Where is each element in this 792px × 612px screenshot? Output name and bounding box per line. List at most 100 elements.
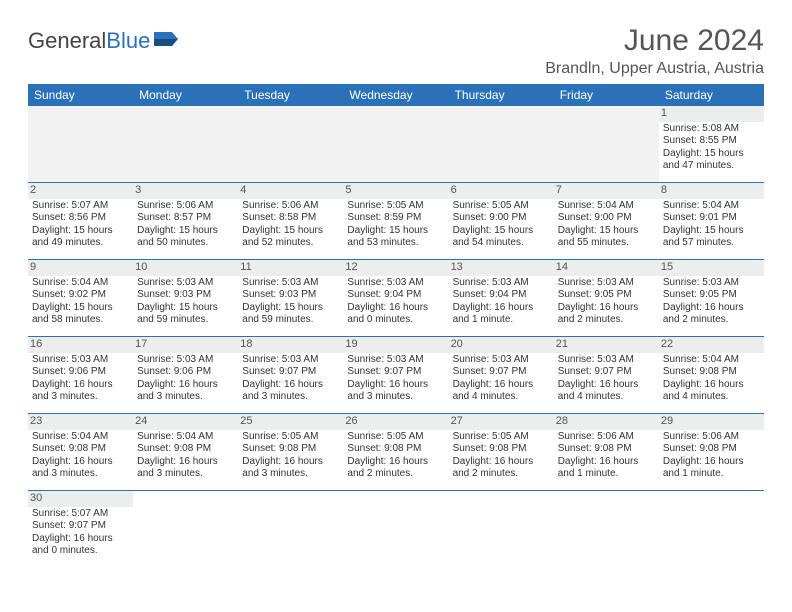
sunset-text: Sunset: 9:08 PM: [347, 443, 444, 456]
sunset-text: Sunset: 9:07 PM: [347, 366, 444, 379]
sunset-text: Sunset: 8:56 PM: [32, 212, 129, 225]
sunset-text: Sunset: 9:07 PM: [32, 520, 129, 533]
calendar-cell: 17Sunrise: 5:03 AMSunset: 9:06 PMDayligh…: [133, 337, 238, 414]
calendar-cell: 2Sunrise: 5:07 AMSunset: 8:56 PMDaylight…: [28, 183, 133, 260]
header: GeneralBlue June 2024 Brandln, Upper Aus…: [28, 24, 764, 78]
sunset-text: Sunset: 9:02 PM: [32, 289, 129, 302]
day-number: 1: [659, 106, 764, 122]
day-number: 29: [659, 414, 764, 430]
sunset-text: Sunset: 9:06 PM: [137, 366, 234, 379]
calendar-cell: [554, 491, 659, 568]
sunrise-text: Sunrise: 5:06 AM: [558, 431, 655, 444]
calendar-cell: [554, 106, 659, 183]
calendar-cell: 27Sunrise: 5:05 AMSunset: 9:08 PMDayligh…: [449, 414, 554, 491]
calendar-cell: 7Sunrise: 5:04 AMSunset: 9:00 PMDaylight…: [554, 183, 659, 260]
calendar-table: Sunday Monday Tuesday Wednesday Thursday…: [28, 84, 764, 567]
calendar-cell: 28Sunrise: 5:06 AMSunset: 9:08 PMDayligh…: [554, 414, 659, 491]
day-number: 18: [238, 337, 343, 353]
calendar-cell: [28, 106, 133, 183]
calendar-cell: 29Sunrise: 5:06 AMSunset: 9:08 PMDayligh…: [659, 414, 764, 491]
sunrise-text: Sunrise: 5:07 AM: [32, 200, 129, 213]
calendar-cell: 18Sunrise: 5:03 AMSunset: 9:07 PMDayligh…: [238, 337, 343, 414]
calendar-row: 30Sunrise: 5:07 AMSunset: 9:07 PMDayligh…: [28, 491, 764, 568]
calendar-cell: [133, 106, 238, 183]
daylight-text: Daylight: 16 hours and 3 minutes.: [242, 379, 339, 404]
sunrise-text: Sunrise: 5:07 AM: [32, 508, 129, 521]
calendar-row: 2Sunrise: 5:07 AMSunset: 8:56 PMDaylight…: [28, 183, 764, 260]
sunset-text: Sunset: 9:03 PM: [137, 289, 234, 302]
month-title: June 2024: [545, 24, 764, 58]
sunset-text: Sunset: 9:08 PM: [32, 443, 129, 456]
calendar-cell: 21Sunrise: 5:03 AMSunset: 9:07 PMDayligh…: [554, 337, 659, 414]
calendar-cell: 24Sunrise: 5:04 AMSunset: 9:08 PMDayligh…: [133, 414, 238, 491]
weekday-header: Sunday: [28, 84, 133, 106]
calendar-cell: 12Sunrise: 5:03 AMSunset: 9:04 PMDayligh…: [343, 260, 448, 337]
sunset-text: Sunset: 8:59 PM: [347, 212, 444, 225]
calendar-cell: 20Sunrise: 5:03 AMSunset: 9:07 PMDayligh…: [449, 337, 554, 414]
calendar-cell: [238, 491, 343, 568]
sunrise-text: Sunrise: 5:03 AM: [453, 277, 550, 290]
sunrise-text: Sunrise: 5:04 AM: [663, 200, 760, 213]
sunrise-text: Sunrise: 5:03 AM: [558, 277, 655, 290]
calendar-cell: 16Sunrise: 5:03 AMSunset: 9:06 PMDayligh…: [28, 337, 133, 414]
title-block: June 2024 Brandln, Upper Austria, Austri…: [545, 24, 764, 78]
sunset-text: Sunset: 9:08 PM: [558, 443, 655, 456]
calendar-cell: [343, 106, 448, 183]
sunrise-text: Sunrise: 5:04 AM: [137, 431, 234, 444]
day-number: 11: [238, 260, 343, 276]
calendar-cell: 14Sunrise: 5:03 AMSunset: 9:05 PMDayligh…: [554, 260, 659, 337]
sunrise-text: Sunrise: 5:03 AM: [453, 354, 550, 367]
daylight-text: Daylight: 15 hours and 54 minutes.: [453, 225, 550, 250]
logo-text-blue: Blue: [106, 28, 150, 54]
sunset-text: Sunset: 9:07 PM: [453, 366, 550, 379]
daylight-text: Daylight: 16 hours and 3 minutes.: [137, 456, 234, 481]
sunset-text: Sunset: 8:55 PM: [663, 135, 760, 148]
day-number: 20: [449, 337, 554, 353]
weekday-header: Saturday: [659, 84, 764, 106]
calendar-cell: 4Sunrise: 5:06 AMSunset: 8:58 PMDaylight…: [238, 183, 343, 260]
daylight-text: Daylight: 16 hours and 1 minute.: [453, 302, 550, 327]
sunset-text: Sunset: 9:01 PM: [663, 212, 760, 225]
weekday-header: Thursday: [449, 84, 554, 106]
daylight-text: Daylight: 16 hours and 4 minutes.: [453, 379, 550, 404]
calendar-row: 16Sunrise: 5:03 AMSunset: 9:06 PMDayligh…: [28, 337, 764, 414]
sunrise-text: Sunrise: 5:03 AM: [347, 354, 444, 367]
day-number: 24: [133, 414, 238, 430]
daylight-text: Daylight: 15 hours and 57 minutes.: [663, 225, 760, 250]
daylight-text: Daylight: 16 hours and 2 minutes.: [663, 302, 760, 327]
sunset-text: Sunset: 9:05 PM: [663, 289, 760, 302]
day-number: 13: [449, 260, 554, 276]
daylight-text: Daylight: 15 hours and 55 minutes.: [558, 225, 655, 250]
day-number: 9: [28, 260, 133, 276]
daylight-text: Daylight: 16 hours and 2 minutes.: [558, 302, 655, 327]
daylight-text: Daylight: 15 hours and 59 minutes.: [137, 302, 234, 327]
sunrise-text: Sunrise: 5:03 AM: [242, 354, 339, 367]
calendar-row: 23Sunrise: 5:04 AMSunset: 9:08 PMDayligh…: [28, 414, 764, 491]
sunrise-text: Sunrise: 5:05 AM: [347, 431, 444, 444]
sunset-text: Sunset: 9:08 PM: [663, 443, 760, 456]
sunset-text: Sunset: 9:08 PM: [137, 443, 234, 456]
daylight-text: Daylight: 16 hours and 0 minutes.: [32, 533, 129, 558]
daylight-text: Daylight: 16 hours and 3 minutes.: [32, 379, 129, 404]
calendar-cell: 22Sunrise: 5:04 AMSunset: 9:08 PMDayligh…: [659, 337, 764, 414]
sunrise-text: Sunrise: 5:05 AM: [453, 431, 550, 444]
day-number: 3: [133, 183, 238, 199]
sunrise-text: Sunrise: 5:06 AM: [137, 200, 234, 213]
daylight-text: Daylight: 16 hours and 3 minutes.: [347, 379, 444, 404]
sunset-text: Sunset: 9:08 PM: [663, 366, 760, 379]
sunrise-text: Sunrise: 5:04 AM: [32, 431, 129, 444]
daylight-text: Daylight: 16 hours and 4 minutes.: [558, 379, 655, 404]
day-number: 12: [343, 260, 448, 276]
daylight-text: Daylight: 15 hours and 59 minutes.: [242, 302, 339, 327]
calendar-cell: 5Sunrise: 5:05 AMSunset: 8:59 PMDaylight…: [343, 183, 448, 260]
sunset-text: Sunset: 9:05 PM: [558, 289, 655, 302]
calendar-cell: [133, 491, 238, 568]
sunset-text: Sunset: 9:00 PM: [453, 212, 550, 225]
weekday-header: Wednesday: [343, 84, 448, 106]
sunset-text: Sunset: 9:07 PM: [558, 366, 655, 379]
calendar-cell: 10Sunrise: 5:03 AMSunset: 9:03 PMDayligh…: [133, 260, 238, 337]
daylight-text: Daylight: 15 hours and 53 minutes.: [347, 225, 444, 250]
weekday-header: Monday: [133, 84, 238, 106]
day-number: 26: [343, 414, 448, 430]
calendar-cell: 30Sunrise: 5:07 AMSunset: 9:07 PMDayligh…: [28, 491, 133, 568]
